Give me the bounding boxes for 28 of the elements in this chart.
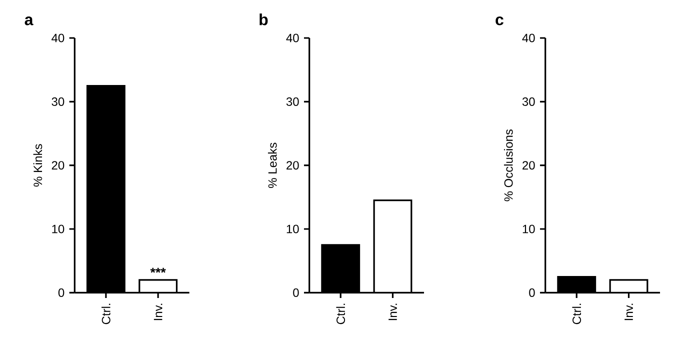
y-tick-label: 0	[58, 288, 64, 297]
y-tick-label: 40	[52, 34, 64, 42]
y-tick-label: 0	[529, 288, 535, 297]
y-tick-label: 10	[52, 224, 64, 234]
y-tick-label: 40	[522, 34, 535, 42]
y-tick-label: 40	[286, 34, 299, 42]
y-tick-label: 20	[52, 161, 64, 170]
y-tick-label: 30	[286, 97, 299, 106]
y-tick-label: 10	[286, 224, 299, 234]
chart-title: c	[496, 16, 504, 26]
annotation: ***	[150, 268, 166, 273]
chart-title: b	[260, 14, 268, 26]
y-axis-title: % Leaks	[268, 142, 277, 188]
y-axis-title: % Occlusions	[504, 129, 513, 202]
x-tick-label: Ctrl.	[336, 304, 346, 324]
x-tick-label: Ctrl.	[572, 304, 582, 324]
chart-title: a	[24, 16, 34, 26]
y-axis-title: % Kinks	[33, 144, 42, 187]
y-tick-label: 10	[522, 224, 535, 234]
x-tick-label: Ctrl.	[102, 304, 110, 324]
x-tick-label: Inv.	[154, 304, 162, 320]
y-tick-label: 30	[522, 97, 535, 106]
y-tick-label: 30	[52, 97, 64, 106]
x-tick-label: Inv.	[388, 304, 397, 320]
y-tick-label: 20	[522, 161, 535, 170]
y-tick-label: 0	[293, 288, 299, 297]
y-tick-label: 20	[286, 161, 299, 170]
x-tick-label: Inv.	[624, 304, 633, 320]
